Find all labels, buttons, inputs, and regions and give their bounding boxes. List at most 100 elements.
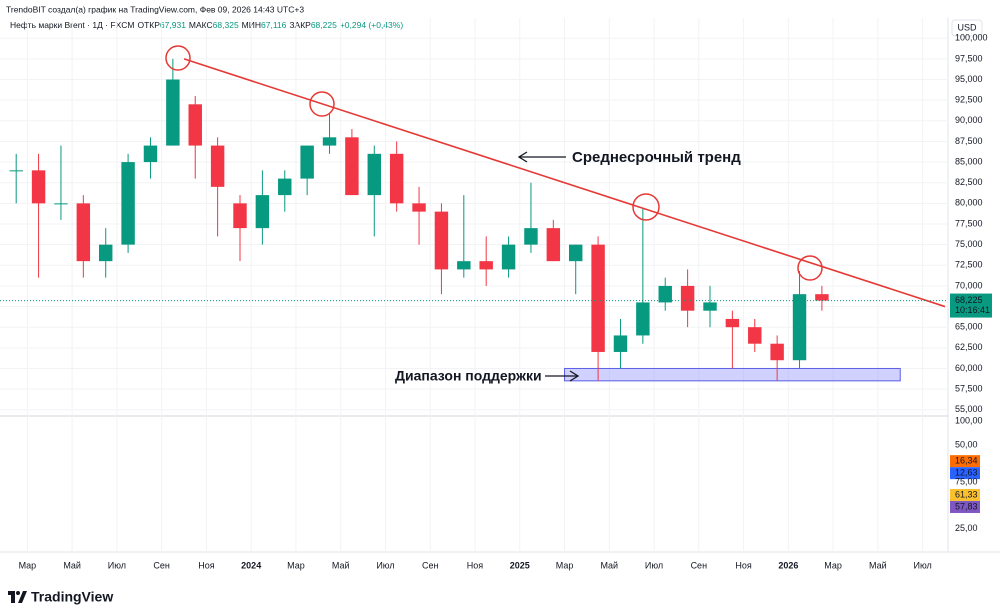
indicator-badge xyxy=(950,488,980,501)
candle-body xyxy=(99,244,113,262)
candle-body xyxy=(613,335,628,352)
candle-body xyxy=(322,137,337,146)
candle-body xyxy=(188,104,202,146)
last-price-label: 68,225 xyxy=(955,295,983,305)
y-tick-label: 25,00 xyxy=(955,523,978,533)
change: +0,294 (+0,43%) xyxy=(340,20,403,30)
y-tick-label: 92,500 xyxy=(955,95,983,105)
currency: USD xyxy=(957,22,977,32)
x-tick-label: Мар xyxy=(287,560,305,570)
y-tick-label: 75,000 xyxy=(955,239,983,249)
x-tick-label: 2024 xyxy=(241,560,261,570)
y-tick-label: 77,500 xyxy=(955,218,983,228)
candle-body xyxy=(636,302,650,336)
candle-body xyxy=(457,261,471,270)
y-tick-label: 62,500 xyxy=(955,342,983,352)
y-tick-label: 75,00 xyxy=(955,477,978,487)
logo xyxy=(8,591,27,603)
candle-body xyxy=(166,79,180,146)
highlight-circle xyxy=(797,255,823,281)
candle-body xyxy=(680,285,695,311)
candle-body xyxy=(367,153,381,196)
candle-body xyxy=(434,211,449,270)
plot: 55,00057,50060,00062,50065,00067,50070,0… xyxy=(0,18,992,570)
support-arrow xyxy=(545,370,580,382)
ohlc-value: 67,116 xyxy=(261,20,287,30)
x-tick-label: Май xyxy=(869,560,887,570)
candle-body xyxy=(300,145,314,179)
ohlc-value: 67,931 xyxy=(160,20,186,30)
highlight-circle xyxy=(632,193,660,221)
y-tick-label: 95,000 xyxy=(955,74,983,84)
x-tick-label: Ноя xyxy=(735,560,752,570)
x-tick-label: Мар xyxy=(556,560,574,570)
candle-body xyxy=(546,228,561,262)
candle-body xyxy=(54,203,68,205)
y-tick-label: 100,000 xyxy=(955,33,988,43)
candle-body xyxy=(255,195,270,229)
y-tick-label: 97,500 xyxy=(955,53,983,63)
ohlc-name: ОТКР xyxy=(137,20,160,30)
x-tick-label: Июл xyxy=(645,560,663,570)
currency-box xyxy=(951,19,983,37)
ohlc-value: 68,325 xyxy=(213,20,239,30)
x-tick-label: Июл xyxy=(376,560,394,570)
y-tick-label: 87,500 xyxy=(955,136,983,146)
candle-body xyxy=(569,244,583,262)
indicator-label: 12,63 xyxy=(955,468,978,478)
x-tick-label: Ноя xyxy=(467,560,484,570)
candle-body xyxy=(501,244,516,270)
candle-body xyxy=(815,294,829,301)
candle-body xyxy=(524,228,538,245)
y-tick-label: 85,000 xyxy=(955,156,983,166)
y-tick-label: 82,500 xyxy=(955,177,983,187)
x-tick-label: Май xyxy=(332,560,350,570)
trend-arrow xyxy=(517,151,566,163)
y-tick-label: 70,000 xyxy=(955,280,983,290)
x-tick-label: Мар xyxy=(19,560,37,570)
y-tick-label: 100,00 xyxy=(955,415,983,425)
x-tick-label: Июл xyxy=(108,560,126,570)
candle-body xyxy=(770,343,784,361)
ohlc-name: МАКС xyxy=(189,20,213,30)
candle-body xyxy=(31,170,46,204)
ohlc-value: 68,225 xyxy=(311,20,337,30)
support-zone xyxy=(564,367,901,382)
candle-body xyxy=(210,145,225,187)
candle-body xyxy=(412,203,426,212)
support-label: Диапазон поддержки xyxy=(395,368,542,384)
credit: TrendoBIT создал(а) график на TradingVie… xyxy=(6,4,304,14)
highlight-circle xyxy=(165,45,191,71)
y-tick-label: 57,500 xyxy=(955,383,983,393)
candle-body xyxy=(479,261,493,270)
countdown: 10:16:41 xyxy=(955,305,990,315)
x-tick-label: Май xyxy=(63,560,81,570)
x-tick-label: 2026 xyxy=(778,560,798,570)
candle-body xyxy=(9,170,23,172)
indicator-badge xyxy=(950,455,980,468)
candle-body xyxy=(725,318,740,328)
y-tick-label: 50,00 xyxy=(955,439,978,449)
x-tick-label: Сен xyxy=(422,560,439,570)
indicator-label: 61,33 xyxy=(955,489,978,499)
x-tick-label: Июл xyxy=(913,560,931,570)
candle-body xyxy=(703,302,717,311)
candle-body xyxy=(389,153,404,204)
y-tick-label: 72,500 xyxy=(955,260,983,270)
candle-body xyxy=(143,145,158,163)
candle-body xyxy=(121,162,135,245)
candle-body xyxy=(233,203,247,229)
indicator-label: 57,83 xyxy=(955,501,978,511)
x-tick-label: Май xyxy=(600,560,618,570)
last-price-badge xyxy=(950,293,992,318)
candle-body xyxy=(792,294,807,361)
x-tick-label: Ноя xyxy=(198,560,215,570)
x-tick-label: Сен xyxy=(153,560,170,570)
candle-body xyxy=(345,137,359,196)
x-tick-label: 2025 xyxy=(510,560,530,570)
y-tick-label: 80,000 xyxy=(955,198,983,208)
ohlc-name: ЗАКР xyxy=(289,20,311,30)
candle-body xyxy=(748,327,762,344)
